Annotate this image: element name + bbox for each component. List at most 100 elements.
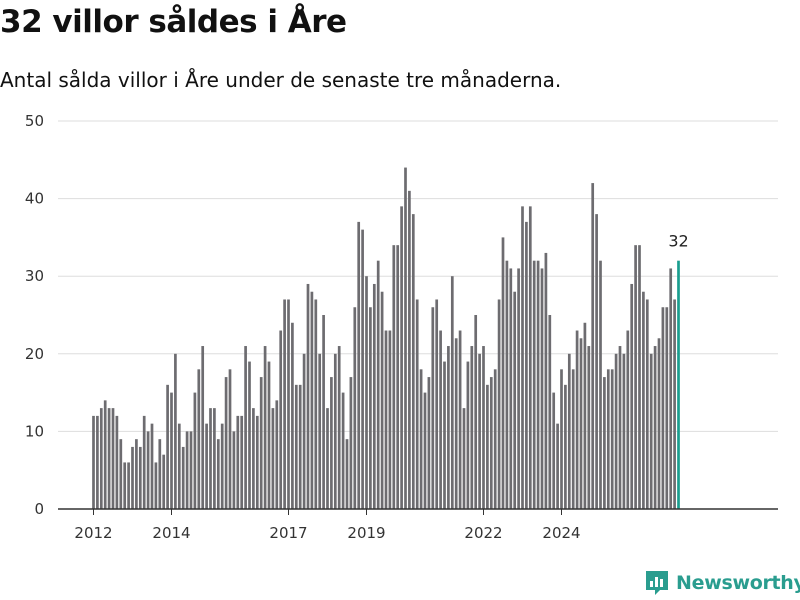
bar — [447, 346, 450, 509]
bar — [505, 260, 509, 509]
bar — [99, 408, 103, 509]
bar — [111, 408, 115, 509]
x-tick-label: 2024 — [542, 524, 580, 542]
bar — [653, 346, 657, 509]
bar — [333, 353, 337, 509]
bar — [294, 384, 298, 509]
bar — [571, 369, 575, 509]
bar — [267, 361, 271, 509]
bar — [603, 377, 606, 509]
bar — [392, 245, 396, 509]
bar — [232, 431, 236, 509]
bar — [493, 369, 497, 509]
x-axis-ticks: 2012 2014 2017 2019 2022 2024 — [74, 509, 581, 542]
bar — [626, 330, 630, 509]
bar — [103, 400, 107, 509]
bar — [197, 369, 201, 509]
bars — [92, 167, 680, 510]
y-tick-label: 30 — [25, 267, 44, 285]
bar — [287, 299, 290, 509]
bar — [193, 392, 197, 509]
bar — [462, 408, 466, 509]
bar — [665, 307, 669, 509]
y-tick-label: 50 — [25, 112, 44, 130]
bar — [634, 245, 637, 509]
bar — [649, 353, 653, 509]
bar — [595, 214, 598, 509]
bar — [591, 183, 595, 509]
bar — [201, 346, 205, 509]
bar — [248, 361, 251, 509]
bar — [209, 408, 212, 509]
newsworthy-logo: Newsworthy — [644, 569, 800, 597]
bar — [252, 408, 255, 509]
bar — [244, 346, 247, 509]
bar — [466, 361, 470, 509]
bar — [357, 221, 361, 509]
bar — [470, 346, 474, 509]
chart-title: 32 villor såldes i Åre — [0, 4, 347, 40]
bar — [443, 361, 446, 509]
bar — [92, 415, 95, 509]
bar — [618, 346, 622, 509]
y-tick-label: 20 — [25, 345, 44, 363]
bar — [314, 299, 318, 509]
bar — [365, 276, 368, 509]
bar — [115, 415, 119, 509]
bar — [415, 299, 419, 509]
bar — [606, 369, 610, 509]
bar — [123, 462, 127, 509]
bar — [369, 307, 372, 509]
bar — [255, 415, 259, 509]
y-tick-label: 40 — [25, 190, 44, 208]
bar — [142, 415, 146, 509]
newsworthy-logo-text: Newsworthy — [676, 572, 800, 594]
bar — [372, 283, 376, 509]
bar — [552, 392, 556, 509]
bar — [205, 423, 208, 509]
bar — [669, 268, 673, 509]
bar — [337, 346, 341, 509]
bar — [411, 214, 415, 509]
bar — [528, 206, 532, 510]
bar — [146, 431, 150, 509]
bar — [240, 415, 244, 509]
bar — [275, 400, 279, 509]
bar — [154, 462, 158, 509]
bar — [322, 315, 325, 509]
bar — [645, 299, 649, 509]
bar — [228, 369, 232, 509]
bar — [638, 245, 641, 509]
bar — [622, 353, 626, 509]
bar — [458, 330, 462, 509]
bar — [376, 260, 380, 509]
bar — [489, 377, 493, 509]
bar — [162, 454, 166, 509]
bar — [525, 221, 528, 509]
bar — [135, 439, 138, 509]
bar — [548, 315, 552, 509]
bar — [474, 315, 478, 509]
bar — [497, 299, 501, 509]
bar — [657, 338, 661, 509]
bar — [431, 307, 435, 509]
bar — [544, 252, 548, 510]
bar — [119, 439, 123, 509]
bar — [185, 431, 189, 509]
bar — [517, 268, 520, 509]
bar — [419, 369, 423, 509]
bar — [259, 377, 263, 509]
bar — [427, 377, 431, 509]
bar — [630, 283, 634, 509]
bar — [575, 330, 579, 509]
bar — [408, 190, 411, 509]
bar — [318, 353, 322, 509]
bar — [396, 245, 400, 509]
bar — [556, 423, 559, 509]
bar — [298, 384, 302, 509]
bar — [353, 307, 357, 509]
x-tick-label: 2012 — [74, 524, 112, 542]
y-axis-ticks: 0 10 20 30 40 50 — [25, 112, 44, 518]
bar — [166, 384, 169, 509]
